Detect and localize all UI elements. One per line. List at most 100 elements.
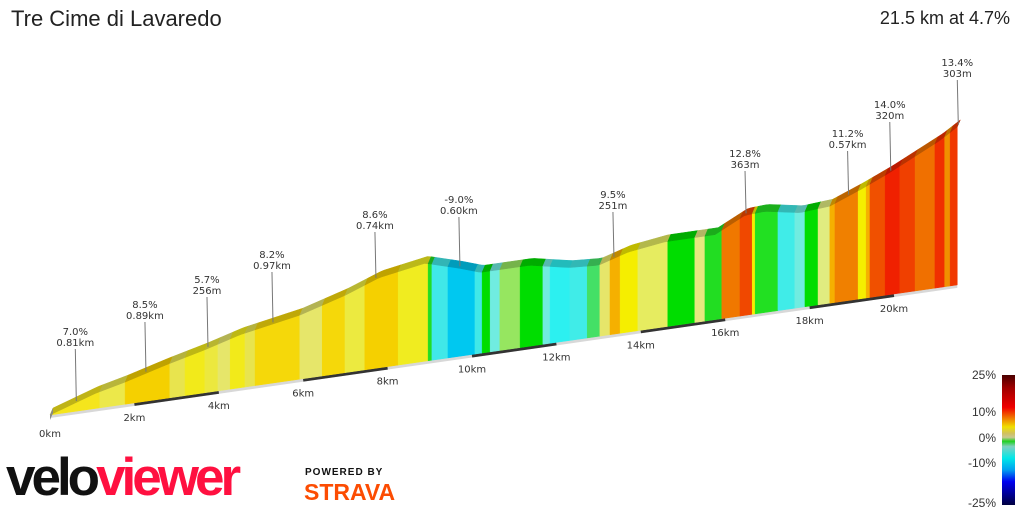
annotation-grade: 11.2% bbox=[832, 129, 864, 140]
annotation-leader-line bbox=[144, 321, 147, 372]
x-tick-label: 16km bbox=[711, 328, 739, 339]
profile-segment bbox=[804, 208, 819, 308]
profile-segment bbox=[481, 270, 491, 354]
annotation-grade: 12.8% bbox=[729, 149, 761, 160]
veloviewer-logo: veloviewer bbox=[6, 451, 241, 504]
profile-segment-top bbox=[777, 204, 799, 213]
legend-label: -25% bbox=[967, 496, 996, 510]
profile-segment bbox=[397, 263, 429, 366]
km-scale-band bbox=[471, 342, 557, 358]
annotation-leader-line bbox=[889, 121, 892, 171]
gradient-color-scale bbox=[1002, 375, 1015, 505]
x-tick-label: 12km bbox=[542, 352, 570, 363]
profile-segment bbox=[217, 338, 231, 392]
profile-segment bbox=[299, 305, 323, 380]
profile-segment bbox=[739, 213, 753, 317]
annotation-length: 303m bbox=[943, 69, 972, 80]
annotation-length: 0.74km bbox=[356, 221, 394, 232]
annotation-length: 363m bbox=[731, 160, 760, 171]
annotation-leader-line bbox=[374, 231, 377, 278]
x-tick-label: 4km bbox=[208, 401, 230, 412]
profile-segment bbox=[667, 237, 696, 327]
profile-segment bbox=[609, 255, 621, 336]
annotation-grade: -9.0% bbox=[444, 195, 473, 206]
x-tick-label: 0km bbox=[39, 429, 61, 440]
profile-segment bbox=[549, 266, 571, 344]
climb-summary: 21.5 km at 4.7% bbox=[879, 8, 1010, 28]
annotation-grade: 8.2% bbox=[259, 250, 284, 261]
annotation-leader-line bbox=[744, 170, 747, 214]
profile-segment bbox=[447, 266, 476, 359]
annotation-length: 251m bbox=[599, 201, 628, 212]
x-tick-label: 10km bbox=[458, 365, 486, 376]
profile-segment bbox=[857, 185, 867, 300]
profile-segment bbox=[244, 329, 256, 388]
profile-segment bbox=[899, 155, 916, 294]
profile-segment bbox=[499, 266, 521, 351]
profile-segment bbox=[934, 136, 945, 289]
profile-segment bbox=[817, 205, 831, 306]
logo-velo: velo bbox=[6, 448, 100, 507]
annotation-length: 0.57km bbox=[829, 140, 867, 151]
profile-segment bbox=[751, 213, 756, 315]
legend-label: 25% bbox=[971, 368, 996, 382]
profile-segment bbox=[169, 357, 186, 399]
x-tick-label: 20km bbox=[880, 304, 908, 315]
profile-segment-top bbox=[549, 259, 574, 268]
profile-segment bbox=[865, 183, 871, 299]
km-scale-band bbox=[809, 294, 895, 310]
profile-segment bbox=[427, 263, 433, 362]
profile-segment bbox=[599, 259, 611, 337]
profile-segment bbox=[489, 269, 501, 353]
annotation-leader-line bbox=[847, 150, 850, 195]
x-tick-label: 2km bbox=[123, 413, 145, 424]
x-tick-label: 8km bbox=[377, 377, 399, 388]
annotation-leader-line bbox=[74, 348, 77, 401]
annotation-grade: 14.0% bbox=[874, 100, 906, 111]
annotation-length: 0.81km bbox=[56, 338, 94, 349]
annotation-grade: 13.4% bbox=[941, 58, 973, 69]
profile-segment bbox=[431, 263, 449, 361]
km-scale-band bbox=[134, 390, 220, 406]
profile-segment bbox=[721, 218, 741, 319]
x-tick-label: 18km bbox=[795, 316, 823, 327]
gradient-legend: 25% 10% 0% -10% -25% bbox=[950, 368, 1024, 512]
annotation-length: 320m bbox=[875, 111, 904, 122]
annotation-leader-line bbox=[206, 296, 209, 347]
profile-segment bbox=[754, 211, 779, 315]
profile-segment bbox=[884, 165, 901, 296]
profile-segment bbox=[364, 271, 399, 371]
profile-segment-top bbox=[519, 258, 547, 268]
profile-start-cap bbox=[50, 408, 53, 420]
legend-label: 0% bbox=[978, 431, 996, 445]
profile-segment-top bbox=[949, 119, 961, 133]
profile-segment bbox=[586, 264, 601, 339]
profile-segment bbox=[834, 190, 859, 303]
profile-segment bbox=[704, 229, 723, 322]
profile-segment bbox=[474, 271, 483, 355]
profile-segment bbox=[229, 332, 246, 390]
page-title: Tre Cime di Lavaredo bbox=[11, 6, 222, 31]
profile-segment bbox=[184, 349, 206, 396]
legend-label: 10% bbox=[971, 405, 996, 419]
profile-segment bbox=[794, 211, 806, 309]
profile-segment bbox=[869, 174, 886, 298]
strava-logo: STRAVA bbox=[304, 479, 396, 505]
annotation-length: 0.89km bbox=[126, 311, 164, 322]
x-tick-label: 6km bbox=[292, 389, 314, 400]
km-scale-band bbox=[640, 318, 726, 334]
profile-segment bbox=[344, 284, 366, 373]
profile-segment bbox=[944, 132, 951, 288]
km-scale-band bbox=[302, 366, 388, 382]
annotation-leader-line bbox=[458, 216, 461, 267]
annotation-leader-line bbox=[956, 79, 959, 125]
profile-segment bbox=[694, 235, 706, 323]
profile-segment bbox=[829, 203, 836, 304]
profile-segment bbox=[542, 265, 551, 345]
profile-segment bbox=[949, 126, 958, 287]
profile-segment bbox=[619, 249, 639, 334]
profile-segment bbox=[777, 211, 796, 311]
annotation-leader-line bbox=[612, 211, 615, 257]
legend-label: -10% bbox=[967, 456, 996, 470]
